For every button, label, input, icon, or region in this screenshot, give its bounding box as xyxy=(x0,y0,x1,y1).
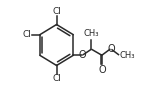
Text: O: O xyxy=(79,50,86,60)
Text: O: O xyxy=(107,44,115,54)
Text: Cl: Cl xyxy=(52,74,61,83)
Text: CH₃: CH₃ xyxy=(84,29,99,38)
Text: Cl: Cl xyxy=(52,7,61,16)
Text: CH₃: CH₃ xyxy=(119,51,135,60)
Text: O: O xyxy=(98,66,106,76)
Text: Cl: Cl xyxy=(23,30,31,39)
